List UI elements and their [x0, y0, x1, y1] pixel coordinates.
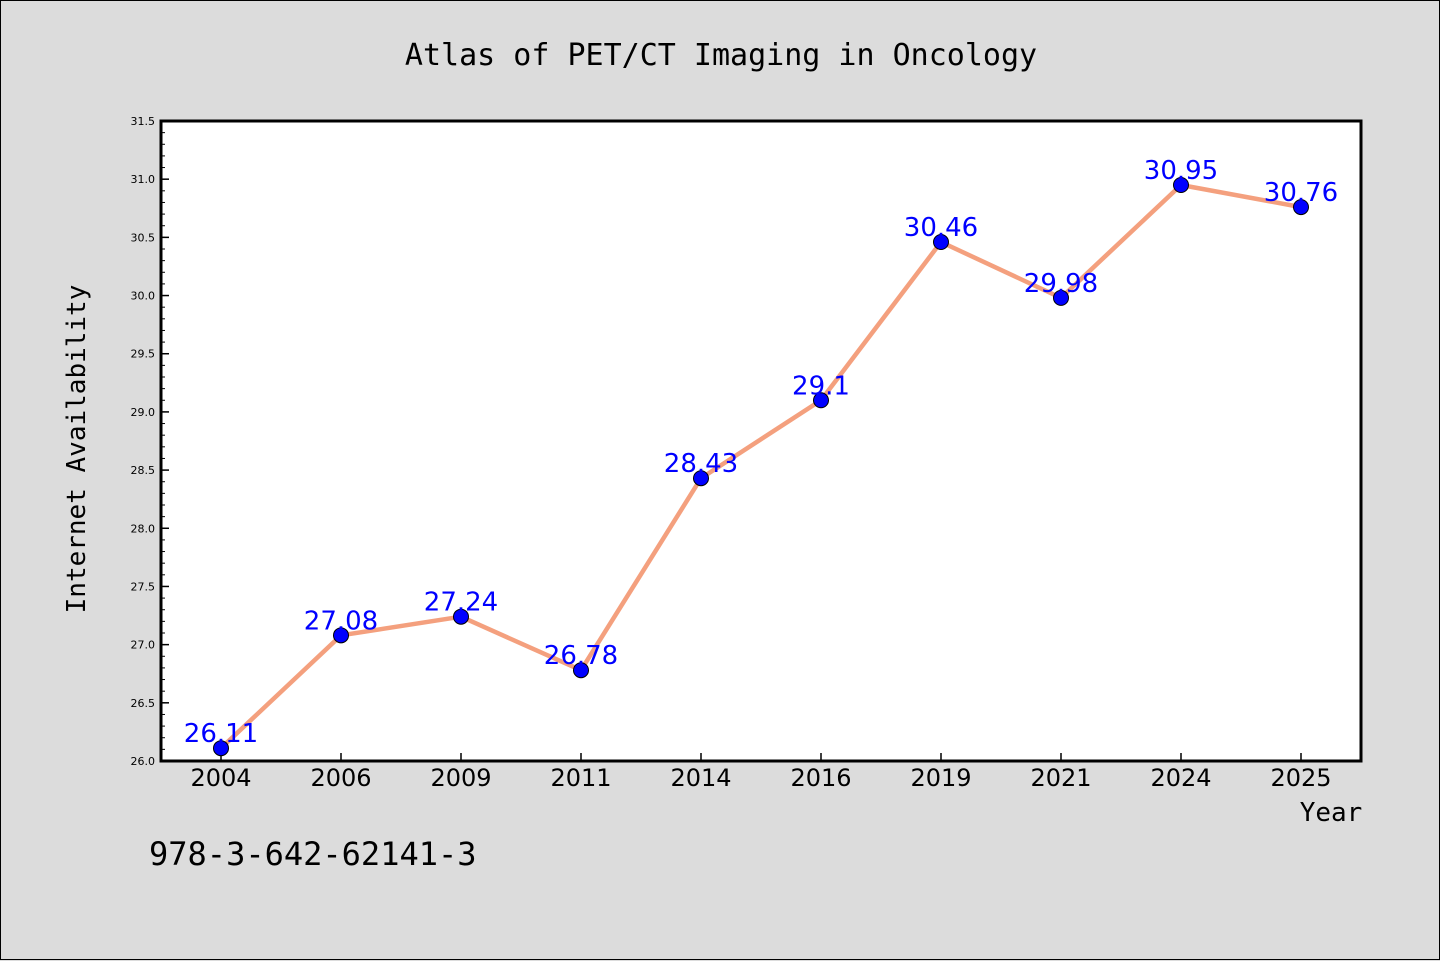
data-label: 29.98: [1024, 269, 1098, 299]
data-label: 26.11: [184, 719, 258, 749]
data-label: 30.46: [904, 213, 978, 243]
data-point: [813, 392, 829, 409]
y-tick-label: 27.0: [131, 639, 156, 652]
data-label: 29.1: [792, 371, 850, 401]
chart-title: Atlas of PET/CT Imaging in Oncology: [405, 38, 1037, 73]
data-point: [213, 740, 229, 757]
y-tick-label: 29.0: [131, 406, 156, 419]
data-label: 26.78: [544, 641, 618, 671]
y-tick-label: 30.0: [131, 290, 156, 303]
y-axis-label: Internet Availability: [62, 285, 92, 614]
x-tick-label: 2011: [550, 764, 611, 792]
y-tick-label: 29.5: [131, 348, 156, 361]
data-point: [333, 627, 349, 644]
y-tick-label: 26.0: [131, 755, 156, 768]
y-tick-label: 31.0: [131, 173, 156, 186]
data-points-group: [213, 177, 1309, 757]
x-axis-label: Year: [1300, 798, 1363, 828]
y-tick-label: 26.5: [131, 697, 156, 710]
data-label: 28.43: [664, 449, 738, 479]
x-tick-label: 2025: [1270, 764, 1331, 792]
x-tick-label: 2009: [430, 764, 491, 792]
data-labels-group: 26.11 27.08 27.24 26.78 28.43 29.1 30.46 29.98 3…: [184, 156, 1338, 749]
y-tick-label: 28.0: [131, 522, 156, 535]
data-point: [933, 234, 949, 251]
x-tick-label: 2021: [1030, 764, 1091, 792]
data-point: [1293, 199, 1309, 216]
data-label: 30.95: [1144, 156, 1218, 186]
x-axis: 2004 2006 2009 2011 2014 2016 2019 2021 2024 2025: [190, 753, 1332, 792]
x-tick-label: 2004: [190, 764, 251, 792]
data-point: [1173, 177, 1189, 193]
y-axis: 26.0 26.5 27.0 27.5 28.0 28.5 29.0 29.5 30.0 30.5…: [131, 115, 169, 768]
series-line-group: [219, 182, 1302, 750]
data-point: [573, 662, 589, 679]
x-tick-label: 2006: [310, 764, 371, 792]
x-tick-label: 2019: [910, 764, 971, 792]
data-point: [453, 608, 469, 625]
y-tick-label: 31.5: [131, 115, 156, 128]
x-tick-label: 2016: [790, 764, 851, 792]
y-tick-label: 28.5: [131, 464, 156, 477]
y-tick-label: 27.5: [131, 580, 156, 593]
data-point: [693, 470, 709, 487]
x-tick-label: 2024: [1150, 764, 1211, 792]
data-label: 27.08: [304, 606, 378, 636]
x-tick-label: 2014: [670, 764, 731, 792]
isbn-footer: 978-3-642-62141-3: [149, 835, 477, 873]
y-tick-label: 30.5: [131, 231, 156, 244]
data-label: 27.24: [424, 588, 498, 618]
data-label: 30.76: [1264, 178, 1338, 208]
data-point: [1053, 289, 1069, 306]
series-line: [219, 182, 1302, 750]
